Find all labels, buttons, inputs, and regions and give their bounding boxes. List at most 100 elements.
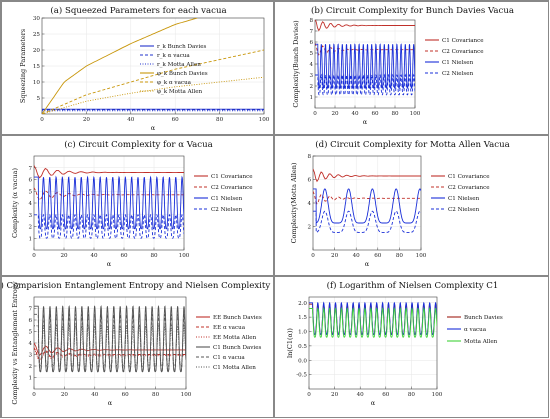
legend-label: φ_k α vacua	[157, 80, 192, 86]
y-axis-label: Complexity(Bunch Davies)	[292, 20, 300, 108]
panel-title: (d) Circuit Complexity for Motta Allen V…	[315, 139, 510, 150]
x-tick-label: 80	[152, 392, 160, 398]
y-tick-label: 7	[309, 29, 313, 35]
y-tick-label: 0.0	[298, 358, 307, 364]
chart-e: (e) Comparision Entanglement Entropy and…	[2, 280, 273, 407]
legend-label: C2 Covariance	[448, 185, 490, 191]
plot-frame	[308, 296, 438, 390]
plot-area	[309, 301, 437, 338]
legend-label: C1 Covariance	[448, 174, 490, 180]
y-tick-label: 6	[309, 40, 313, 46]
x-tick-label: 80	[391, 111, 399, 117]
x-tick-label: 60	[382, 392, 390, 398]
legend-label: φ_k Bunch Davies	[157, 71, 208, 77]
x-axis-label: α	[151, 124, 156, 132]
legend-label: C1 Nielsen	[448, 196, 480, 202]
y-tick-label: 30	[33, 16, 41, 22]
series-line	[34, 175, 184, 230]
legend-label: C1 Motta Allen	[213, 365, 256, 371]
series-line	[315, 43, 415, 89]
x-tick-label: 0	[311, 253, 315, 259]
series-line	[42, 18, 198, 114]
y-axis-label: Complexity (α vacua)	[11, 168, 19, 238]
legend-label: C2 Covariance	[442, 49, 484, 55]
x-tick-label: 0	[307, 392, 311, 398]
chart-d: (d) Circuit Complexity for Motta Allen V…	[290, 139, 510, 268]
y-tick-label: 0.5	[298, 344, 307, 350]
series-line	[34, 347, 186, 361]
x-tick-label: 20	[331, 392, 339, 398]
x-tick-label: 80	[150, 253, 158, 259]
y-tick-label: 2.0	[298, 301, 307, 307]
x-tick-label: 100	[416, 253, 427, 259]
x-axis-label: α	[108, 399, 113, 407]
series-line	[315, 42, 415, 56]
y-tick-label: 7	[28, 307, 32, 313]
x-tick-label: 60	[172, 117, 180, 123]
y-tick-label: 10	[33, 80, 41, 86]
series-line	[42, 49, 264, 114]
y-tick-label: 2	[28, 225, 32, 231]
plot-area	[34, 165, 184, 239]
x-axis-label: α	[107, 260, 112, 268]
y-tick-label: 8	[307, 154, 311, 160]
x-tick-label: 40	[127, 117, 135, 123]
x-tick-label: 0	[313, 111, 317, 117]
legend-label: C2 Nielsen	[442, 71, 474, 77]
y-tick-label: 5	[28, 189, 32, 195]
y-tick-label: 1.0	[298, 330, 307, 336]
legend-label: C1 Covariance	[211, 174, 253, 180]
y-axis-label: Complexity vs Entanglement Entropy	[11, 281, 19, 405]
x-axis-label: α	[371, 399, 376, 407]
y-tick-label: 2	[307, 225, 311, 231]
plot-area	[315, 20, 415, 96]
x-axis-label: α	[365, 260, 370, 268]
x-tick-label: 60	[371, 111, 379, 117]
plot-area	[313, 168, 421, 234]
x-tick-label: 20	[331, 111, 339, 117]
panel-d: (d) Circuit Complexity for Motta Allen V…	[274, 135, 549, 276]
x-tick-label: 0	[32, 392, 36, 398]
series-line	[34, 165, 184, 179]
x-tick-label: 40	[90, 253, 98, 259]
y-tick-label: 4	[28, 201, 32, 207]
series-line	[313, 210, 421, 234]
series-line	[34, 324, 186, 367]
y-tick-label: 1.5	[298, 315, 307, 321]
panel-f: (f) Logarithm of Nielsen Complexity C1 0 2…	[274, 276, 549, 418]
legend: C1 Covariance C2 Covariance C1 Nielsen C2 N…	[425, 38, 484, 77]
y-tick-label: 4	[309, 62, 313, 68]
legend-label: r_k Motta Allen	[157, 62, 201, 68]
x-tick-label: 0	[32, 253, 36, 259]
x-tick-label: 20	[331, 253, 339, 259]
y-tick-label: 7	[28, 166, 32, 172]
series-line	[309, 307, 437, 338]
y-axis-label: Squeezing Parameters	[19, 29, 27, 103]
legend: r_k Bunch Davies r_k α vacua r_k Motta All…	[140, 44, 208, 95]
series-line	[313, 188, 421, 224]
x-tick-label: 100	[181, 392, 192, 398]
series-line	[34, 187, 184, 201]
plot-area	[34, 305, 186, 373]
y-tick-label: 3	[28, 213, 32, 219]
legend: C1 Covariance C2 Covariance C1 Nielsen C2 N…	[431, 174, 490, 213]
legend: Bunch Davies α vacua Motta Allen	[447, 315, 503, 345]
series-line	[34, 342, 186, 356]
panel-c: (c) Circuit Complexity for α Vacua 0 20 40 6…	[1, 135, 274, 276]
series-line	[313, 191, 421, 205]
y-tick-label: 3	[309, 73, 313, 79]
series-line	[313, 168, 421, 183]
y-tick-label: 2	[28, 364, 32, 370]
legend-label: C1 Nielsen	[442, 60, 474, 66]
y-tick-label: -0.5	[296, 373, 307, 379]
x-tick-label: 20	[61, 392, 69, 398]
y-tick-label: 8	[309, 18, 313, 24]
legend-label: C2 Nielsen	[211, 207, 243, 213]
legend: EE Bunch Davies EE α vacua EE Motta Allen C…	[196, 315, 262, 371]
y-tick-label: 1	[28, 236, 32, 242]
legend-label: r_k α vacua	[157, 53, 190, 59]
legend-label: C1 Bunch Davies	[213, 345, 262, 351]
x-tick-label: 60	[120, 253, 128, 259]
x-tick-label: 100	[410, 111, 421, 117]
series-line	[34, 313, 186, 373]
